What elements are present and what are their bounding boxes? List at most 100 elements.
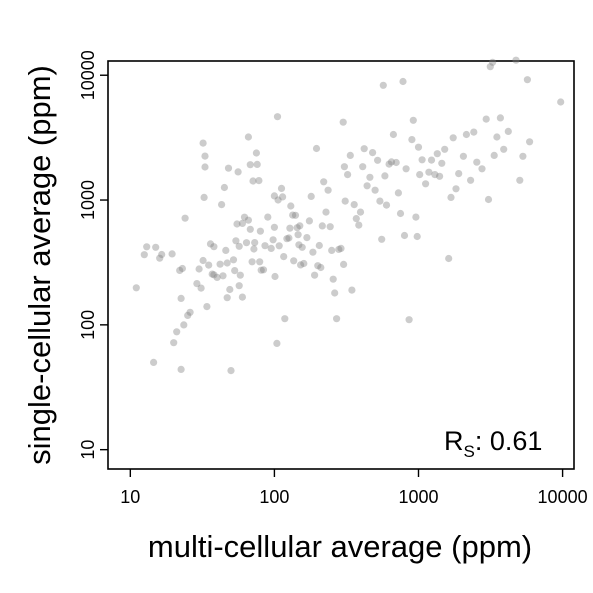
data-point: [409, 116, 417, 124]
data-point: [264, 213, 272, 221]
data-point: [331, 289, 339, 297]
data-point: [441, 145, 449, 153]
data-point: [329, 275, 337, 283]
data-point: [280, 253, 288, 261]
data-point: [257, 266, 265, 274]
data-point: [355, 221, 363, 229]
data-point: [311, 271, 319, 279]
data-point: [170, 339, 178, 347]
data-point: [238, 293, 246, 301]
data-point: [259, 266, 268, 274]
annotation-r: R: [444, 426, 464, 456]
data-point: [470, 128, 478, 136]
data-point: [180, 321, 188, 329]
data-point: [478, 165, 486, 173]
data-point: [223, 294, 231, 302]
data-point: [376, 197, 384, 205]
data-point: [414, 143, 423, 151]
data-point: [193, 280, 201, 288]
data-point: [473, 158, 481, 166]
data-point: [350, 201, 358, 209]
data-point: [320, 178, 328, 186]
data-point: [246, 161, 254, 169]
data-point: [447, 193, 455, 201]
data-point: [431, 171, 439, 179]
data-point: [226, 285, 234, 294]
data-point: [277, 184, 286, 192]
data-point: [405, 316, 413, 324]
data-point: [305, 217, 313, 225]
data-point: [200, 193, 208, 201]
data-point: [385, 160, 393, 168]
data-point: [445, 254, 453, 263]
data-point: [412, 213, 420, 221]
data-point: [201, 163, 209, 171]
data-point: [232, 237, 240, 245]
data-point: [500, 145, 508, 153]
data-point: [250, 245, 258, 253]
data-point: [416, 171, 424, 179]
data-point: [210, 271, 218, 279]
data-point: [267, 244, 275, 252]
data-point: [452, 185, 460, 193]
y-tick-label: 1000: [78, 180, 98, 220]
data-point: [436, 172, 444, 180]
x-axis: 10 100 1000 10000: [120, 469, 588, 507]
data-point: [249, 177, 257, 185]
data-point: [438, 159, 446, 167]
points-layer: [132, 56, 565, 375]
data-point: [140, 251, 148, 259]
data-point: [178, 264, 186, 273]
data-point: [516, 176, 524, 184]
data-point: [455, 170, 463, 178]
data-point: [314, 262, 322, 270]
x-axis-title: multi-cellular average (ppm): [148, 529, 532, 564]
data-point: [486, 63, 494, 71]
data-point: [427, 156, 436, 164]
data-point: [168, 250, 176, 258]
data-point: [422, 180, 430, 188]
data-point: [256, 227, 264, 235]
data-point: [235, 282, 243, 290]
data-point: [374, 156, 382, 164]
data-point: [459, 152, 467, 160]
data-point: [279, 193, 287, 201]
data-point: [275, 242, 283, 250]
data-point: [309, 248, 317, 256]
data-point: [152, 243, 160, 251]
data-point: [294, 231, 302, 239]
data-point: [340, 163, 348, 171]
y-axis: 10 100 1000 10000: [78, 50, 108, 460]
data-point: [366, 173, 374, 181]
data-point: [199, 256, 207, 265]
data-point: [297, 261, 305, 269]
data-point: [493, 133, 501, 141]
data-point: [489, 58, 497, 66]
data-point: [381, 172, 389, 180]
data-point: [290, 257, 298, 265]
data-point: [352, 215, 360, 223]
data-point: [218, 201, 226, 209]
data-point: [271, 272, 279, 281]
correlation-annotation: RS: 0.61: [444, 426, 542, 461]
data-point: [195, 265, 203, 273]
data-point: [389, 130, 397, 139]
data-point: [307, 192, 315, 200]
x-tick-label: 1000: [398, 487, 438, 507]
data-point: [312, 144, 321, 153]
data-point: [233, 220, 241, 228]
data-point: [378, 235, 386, 243]
x-tick-label: 100: [259, 487, 289, 507]
data-point: [337, 244, 345, 252]
y-tick-label: 10000: [78, 50, 98, 100]
data-point: [251, 239, 259, 247]
data-point: [216, 260, 224, 268]
data-point: [256, 258, 264, 266]
data-point: [496, 114, 504, 122]
data-point: [467, 176, 475, 184]
data-point: [252, 149, 260, 157]
data-point: [298, 243, 306, 251]
data-point: [246, 225, 254, 233]
data-point: [283, 235, 291, 243]
data-point: [186, 308, 194, 316]
